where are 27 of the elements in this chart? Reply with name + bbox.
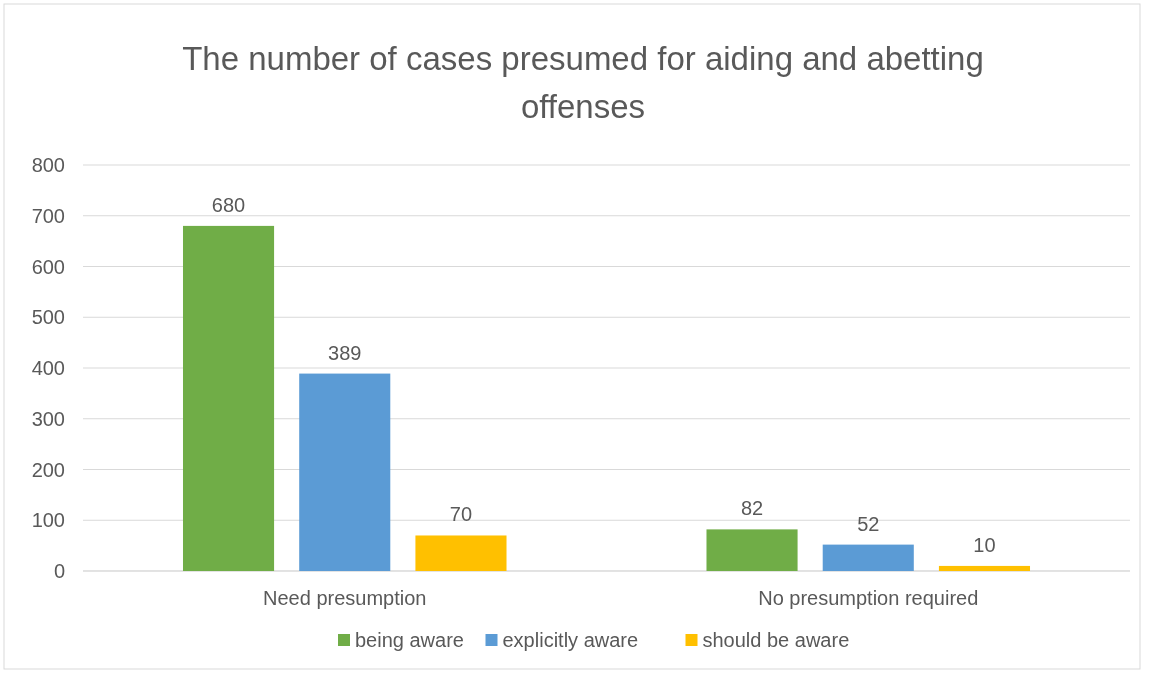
bar xyxy=(415,535,507,571)
bar xyxy=(299,373,391,571)
y-tick-label: 700 xyxy=(31,204,65,227)
data-label: 70 xyxy=(449,503,473,526)
data-label: 680 xyxy=(211,193,246,216)
data-label: 389 xyxy=(328,341,362,364)
y-tick-label: 600 xyxy=(31,255,65,278)
y-tick-label: 300 xyxy=(31,407,65,430)
bar xyxy=(182,225,275,571)
y-tick-label: 0 xyxy=(53,560,65,582)
legend-label: should be aware xyxy=(702,629,850,651)
legend-label: explicitly aware xyxy=(502,629,639,651)
bar xyxy=(706,529,798,571)
x-tick-label: Need presumption xyxy=(263,587,427,609)
y-tick-label: 100 xyxy=(31,509,65,532)
bar xyxy=(938,565,1031,571)
y-tick-label: 200 xyxy=(31,458,65,481)
y-tick-label: 800 xyxy=(31,154,65,176)
data-label: 82 xyxy=(740,497,764,520)
y-tick-label: 500 xyxy=(31,306,65,329)
chart-title: The number of cases presumed for aiding and abetting offenses xyxy=(182,40,984,125)
data-label: 10 xyxy=(973,533,996,556)
data-label: 52 xyxy=(857,512,880,535)
bar xyxy=(822,544,914,571)
x-tick-label: No presumption required xyxy=(758,587,979,609)
y-tick-label: 400 xyxy=(31,357,65,379)
legend-label: being aware xyxy=(355,629,464,651)
